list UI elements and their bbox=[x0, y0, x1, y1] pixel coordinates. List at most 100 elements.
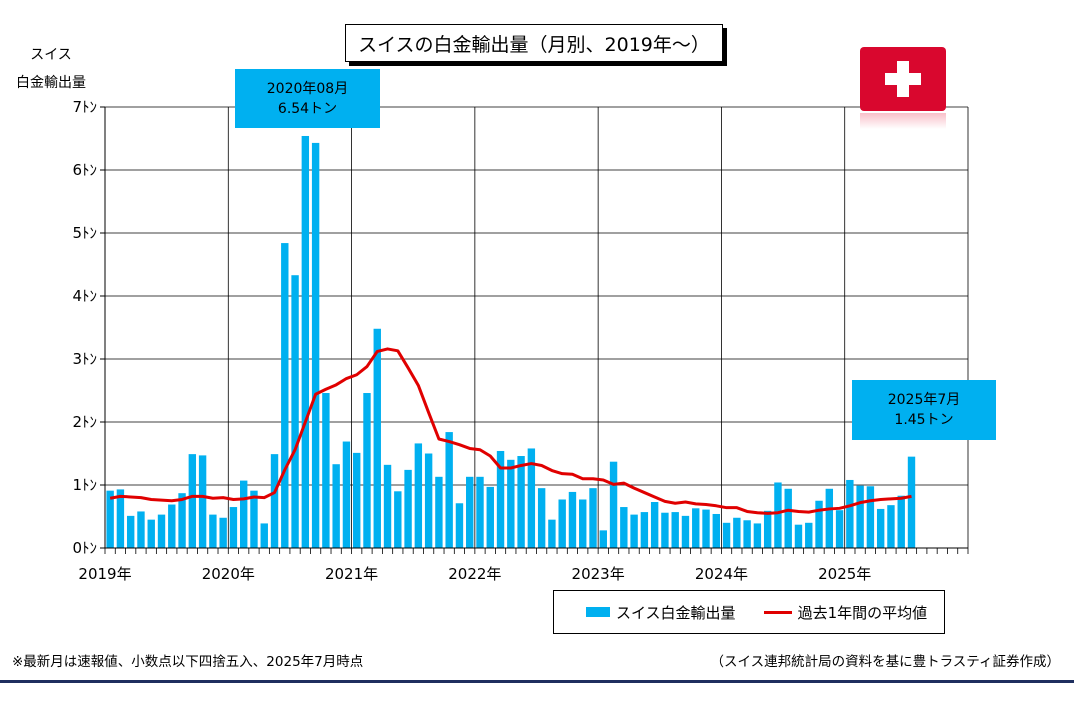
y-tick-label: 0ﾄﾝ bbox=[72, 539, 97, 557]
bar bbox=[692, 508, 700, 548]
chart-title: スイスの白金輸出量（月別、2019年～） bbox=[345, 24, 723, 62]
bar bbox=[835, 510, 844, 548]
bar bbox=[168, 504, 176, 548]
bar bbox=[455, 503, 464, 548]
bar bbox=[353, 452, 361, 548]
bar bbox=[805, 522, 813, 548]
peak-callout-value: 6.54トン bbox=[277, 100, 338, 117]
bar bbox=[537, 488, 546, 548]
bar bbox=[116, 489, 125, 548]
peak-callout: 2020年08月 6.54トン bbox=[235, 69, 380, 128]
bar bbox=[332, 464, 340, 548]
bar bbox=[178, 493, 186, 548]
swiss-flag-icon bbox=[860, 47, 946, 111]
legend-line-swatch bbox=[763, 610, 792, 614]
bar bbox=[404, 469, 412, 548]
peak-callout-date: 2020年08月 bbox=[266, 80, 349, 97]
bar bbox=[106, 490, 114, 548]
gridlines bbox=[105, 106, 969, 548]
bar bbox=[250, 490, 258, 548]
bar bbox=[311, 142, 320, 548]
x-year-label: 2023年 bbox=[572, 565, 625, 583]
bar bbox=[209, 514, 217, 548]
bar-series bbox=[106, 135, 916, 549]
bar bbox=[784, 488, 792, 548]
bar bbox=[445, 432, 453, 548]
bar bbox=[229, 507, 238, 548]
bar bbox=[568, 491, 577, 548]
bar bbox=[866, 486, 875, 548]
bar bbox=[825, 488, 834, 548]
bar bbox=[661, 512, 669, 548]
bar bbox=[753, 523, 762, 548]
bar bbox=[846, 479, 854, 548]
bar bbox=[517, 456, 525, 548]
latest-callout-date: 2025年7月 bbox=[887, 392, 961, 408]
bar bbox=[486, 486, 494, 548]
bar bbox=[363, 393, 371, 548]
bar bbox=[270, 454, 279, 548]
y-tick-label: 2ﾄﾝ bbox=[72, 413, 97, 431]
bar bbox=[383, 464, 392, 548]
bar bbox=[424, 453, 433, 548]
bar bbox=[342, 441, 351, 548]
bar bbox=[394, 491, 402, 548]
y-tick-label: 7ﾄﾝ bbox=[72, 98, 97, 116]
legend-bar-swatch bbox=[586, 607, 610, 617]
legend-bar-label: スイス白金輸出量 bbox=[616, 603, 736, 622]
x-year-label: 2019年 bbox=[78, 565, 131, 583]
latest-callout: 2025年7月 1.45トン bbox=[852, 380, 996, 440]
footnote-right: （スイス連邦統計局の資料を基に豊トラスティ証券作成） bbox=[710, 654, 1060, 670]
y-tick-label: 1ﾄﾝ bbox=[72, 476, 97, 494]
average-line bbox=[109, 347, 912, 515]
bar bbox=[876, 508, 885, 548]
bar bbox=[774, 482, 782, 548]
bar bbox=[240, 480, 248, 548]
latest-callout-value: 1.45トン bbox=[894, 412, 954, 428]
bar bbox=[157, 514, 166, 548]
y-tick-label: 4ﾄﾝ bbox=[72, 287, 97, 305]
bar bbox=[579, 499, 587, 548]
bar bbox=[507, 459, 515, 548]
y-tick-label: 5ﾄﾝ bbox=[72, 224, 97, 242]
legend-line-label: 過去1年間の平均値 bbox=[797, 603, 928, 622]
bar bbox=[681, 515, 690, 548]
bar bbox=[198, 455, 207, 548]
y-tick-label: 3ﾄﾝ bbox=[72, 350, 97, 368]
bar bbox=[620, 507, 628, 548]
bar bbox=[137, 511, 145, 548]
bar bbox=[301, 135, 310, 549]
y-tick-label: 6ﾄﾝ bbox=[72, 161, 97, 179]
bar bbox=[219, 517, 227, 548]
bar bbox=[702, 509, 710, 548]
footnote-left: ※最新月は速報値、小数点以下四捨五入、2025年7月時点 bbox=[12, 654, 364, 670]
bar bbox=[558, 499, 566, 548]
bar bbox=[640, 512, 649, 548]
bar bbox=[496, 450, 505, 548]
average-line-series bbox=[109, 347, 912, 515]
x-year-label: 2025年 bbox=[818, 565, 871, 583]
bar bbox=[609, 461, 618, 548]
y-axis-label-line2: 白金輸出量 bbox=[16, 75, 86, 91]
axes: 0ﾄﾝ 1ﾄﾝ 2ﾄﾝ 3ﾄﾝ 4ﾄﾝ 5ﾄﾝ 6ﾄﾝ 7ﾄﾝ 2019年 2020年 2021年 2… bbox=[72, 98, 969, 583]
flag-reflection bbox=[860, 113, 946, 129]
bar bbox=[281, 243, 289, 548]
bar bbox=[887, 505, 895, 548]
bar bbox=[373, 328, 381, 548]
x-year-label: 2021年 bbox=[325, 565, 378, 583]
bar bbox=[650, 502, 659, 548]
bar bbox=[794, 524, 803, 548]
bar bbox=[527, 448, 536, 548]
bar bbox=[589, 488, 597, 548]
bar bbox=[733, 517, 741, 548]
bar bbox=[147, 519, 155, 548]
bar bbox=[630, 514, 638, 548]
bar bbox=[126, 515, 135, 548]
bar bbox=[548, 519, 556, 548]
bar bbox=[599, 530, 607, 548]
bar bbox=[414, 443, 423, 548]
bar bbox=[260, 523, 268, 548]
bar bbox=[322, 393, 330, 548]
chart-legend: スイス白金輸出量 過去1年間の平均値 bbox=[553, 590, 945, 634]
